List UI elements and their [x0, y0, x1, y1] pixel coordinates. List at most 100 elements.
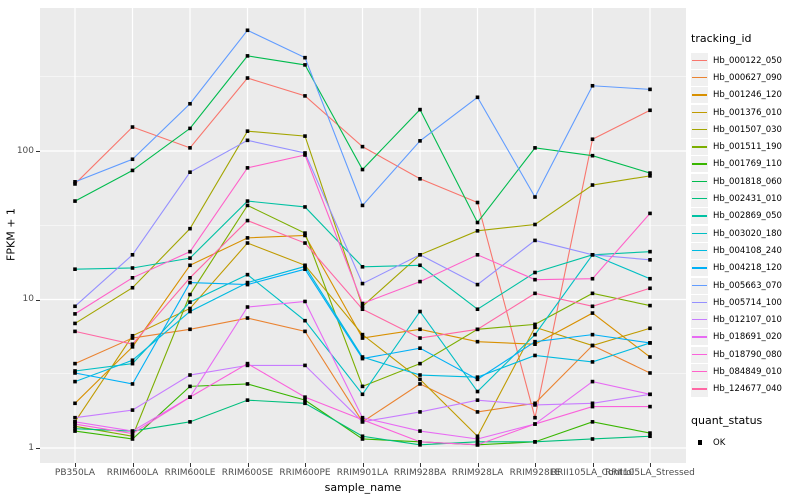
data-point	[188, 306, 192, 311]
data-point	[475, 229, 480, 233]
data-point	[418, 309, 422, 314]
legend-key-swatch	[691, 277, 708, 294]
data-point	[303, 318, 307, 323]
data-point	[418, 440, 422, 444]
legend-key-line-icon	[692, 388, 707, 390]
data-point	[648, 108, 652, 113]
legend-entry: Hb_005663_070	[691, 277, 799, 294]
data-point	[73, 304, 77, 309]
y-tick-mark	[36, 299, 40, 301]
data-point	[418, 443, 422, 447]
quant-status-key	[691, 434, 708, 451]
data-point	[648, 303, 652, 308]
legend-key-line-icon	[692, 146, 707, 148]
data-point	[73, 420, 77, 424]
data-point	[648, 404, 652, 409]
data-point	[590, 343, 595, 348]
data-point	[648, 392, 652, 397]
data-point	[73, 379, 77, 384]
data-point	[188, 276, 192, 280]
legend-key-line-icon	[692, 111, 707, 113]
legend-entry-label: Hb_084849_010	[713, 366, 782, 377]
legend-entry: Hb_002431_010	[691, 190, 799, 208]
data-point	[590, 252, 595, 257]
data-point	[303, 398, 307, 402]
data-point	[360, 281, 365, 286]
data-point	[360, 420, 365, 424]
legend-entry-label: Hb_002431_010	[713, 194, 782, 205]
x-tick-label: RRIM901LA	[336, 468, 389, 478]
x-tick-mark	[75, 463, 76, 467]
x-tick-mark	[650, 463, 651, 467]
legend-key-line-icon	[692, 249, 707, 252]
x-tick-label: RRII105LA_Stressed	[605, 468, 695, 478]
data-point	[475, 440, 480, 444]
legend-key-line-icon	[692, 163, 707, 165]
data-point	[130, 408, 135, 412]
data-point	[303, 151, 307, 155]
data-point	[245, 282, 250, 287]
data-point	[188, 170, 192, 174]
plot-canvas	[40, 8, 686, 463]
data-point	[188, 280, 192, 285]
data-point	[590, 404, 595, 409]
legend-entry: Hb_001376_010	[691, 104, 799, 121]
data-point	[303, 205, 307, 209]
legend-key-line-icon	[692, 59, 707, 62]
legend-key-swatch	[691, 156, 708, 173]
data-point	[245, 28, 250, 33]
data-point	[590, 332, 595, 337]
legend-key-swatch	[691, 52, 708, 69]
data-point	[475, 252, 480, 257]
legend-entry-label: Hb_012107_010	[713, 315, 782, 326]
data-point	[475, 437, 480, 441]
data-point	[303, 241, 307, 245]
legend-key-swatch	[691, 208, 708, 225]
data-point	[590, 437, 595, 441]
data-point	[418, 373, 422, 377]
data-point	[648, 286, 652, 291]
data-point	[533, 270, 537, 275]
legend-entry-label: Hb_001376_010	[713, 107, 782, 118]
data-point	[245, 199, 250, 203]
data-point	[303, 94, 307, 98]
black-square-point-icon	[697, 440, 702, 445]
x-tick-mark	[477, 463, 479, 467]
legend-entry-label: Hb_001246_120	[713, 90, 782, 101]
x-tick-label: RRIM928BA	[393, 468, 447, 478]
data-point	[648, 174, 652, 178]
legend-entry: Hb_003020_180	[691, 225, 799, 242]
data-point	[360, 392, 365, 397]
data-point	[130, 336, 135, 340]
data-point	[303, 401, 307, 406]
data-point	[188, 256, 192, 260]
legend-key-line-icon	[692, 198, 707, 200]
data-point	[130, 361, 135, 366]
legend-entry: Hb_084849_010	[691, 363, 799, 380]
legend-key-line-icon	[692, 370, 707, 373]
x-tick-label: RRIM600PE	[279, 468, 331, 478]
legend-entry: Hb_001769_110	[691, 156, 799, 173]
data-point	[360, 167, 365, 172]
data-point	[303, 55, 307, 60]
data-point	[130, 431, 135, 436]
x-axis-title: sample_name	[324, 481, 402, 494]
data-point	[648, 341, 652, 345]
data-point	[130, 168, 135, 173]
legend: tracking_id Hb_000122_050 Hb_000627_090 Hb…	[691, 32, 799, 451]
data-point	[475, 339, 480, 344]
legend-key-swatch	[691, 225, 708, 242]
data-point	[73, 312, 77, 316]
x-tick-label: RRIM928LA	[451, 468, 504, 478]
legend-entry-label: Hb_003020_180	[713, 228, 782, 239]
data-point	[303, 395, 307, 399]
legend-key-line-icon	[692, 319, 707, 321]
data-point	[360, 265, 365, 269]
data-point	[475, 282, 480, 287]
data-point	[475, 434, 480, 439]
data-point	[360, 356, 365, 361]
data-point	[303, 231, 307, 235]
data-point	[648, 371, 652, 375]
data-point	[418, 279, 422, 284]
legend-entry-label: Hb_018691_020	[713, 332, 782, 343]
